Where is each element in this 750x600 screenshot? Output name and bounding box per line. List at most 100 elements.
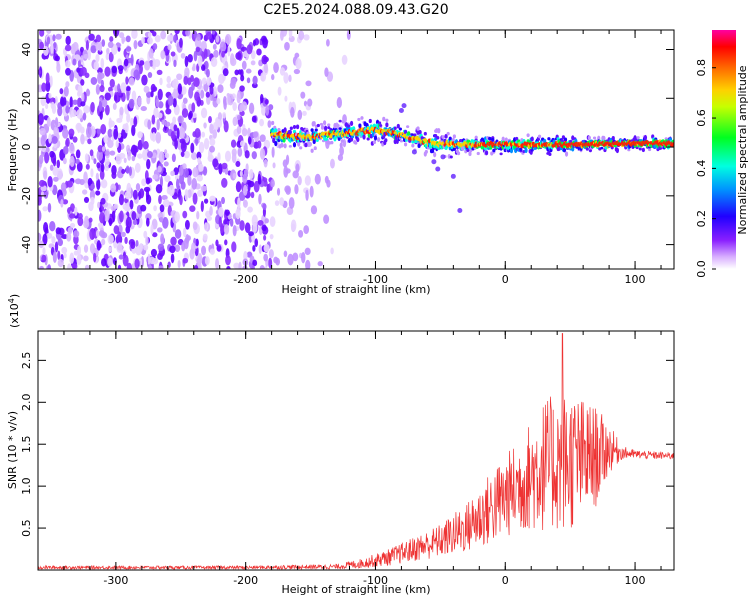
spectrogram-noise-blob <box>62 145 69 155</box>
spectrogram-noise-blob <box>93 61 100 71</box>
spectrogram-signal-blob <box>671 142 674 147</box>
spectrogram-noise-blob <box>82 189 88 195</box>
spectrogram-noise-blob <box>196 174 203 182</box>
spectrogram-noise-blob <box>147 36 153 45</box>
spectrogram-signal-blob <box>588 149 593 153</box>
spectrogram-signal-blob <box>349 120 354 126</box>
spectrogram-noise-blob <box>100 197 106 205</box>
spectrogram-signal-blob <box>474 135 478 140</box>
spectrogram-signal-blob <box>504 137 508 143</box>
spectrogram-noise-blob <box>273 62 279 74</box>
spectrogram-noise-blob <box>183 75 189 85</box>
spectrogram-noise-blob <box>268 249 274 259</box>
spectrogram-noise-blob <box>157 165 162 173</box>
spectrogram-noise-blob <box>305 80 312 87</box>
spectrogram-noise-blob <box>76 254 82 266</box>
spectrogram-noise-blob <box>98 72 105 79</box>
spectrogram-noise-blob <box>153 107 159 119</box>
spectrogram-noise-blob <box>217 84 224 93</box>
spectrogram-noise-blob <box>130 53 134 66</box>
spectrogram-signal-blob <box>319 122 324 126</box>
spectrogram-noise-blob <box>116 242 123 253</box>
spectrogram-noise-blob <box>47 264 52 269</box>
spectrogram-noise-blob <box>77 58 81 69</box>
spectrogram-signal-blob <box>641 147 645 153</box>
spectrogram-noise-blob <box>64 44 72 52</box>
spectrogram-noise-blob <box>250 191 255 199</box>
spectrogram-noise-blob <box>241 127 248 137</box>
spectrogram-noise-blob <box>150 248 158 257</box>
spectrogram-signal-blob <box>330 140 334 145</box>
spectrogram-noise-blob <box>177 259 181 269</box>
spectrogram-noise-blob <box>145 177 151 185</box>
spectrogram-signal-blob <box>292 142 297 148</box>
spectrogram-noise-blob <box>302 110 307 116</box>
spectrogram-noise-blob <box>161 119 167 125</box>
spectrogram-noise-blob <box>119 210 124 223</box>
spectrogram-noise-blob <box>99 169 105 180</box>
spectrogram-x-tick-label: -100 <box>363 273 388 286</box>
spectrogram-noise-blob <box>140 204 147 212</box>
spectrogram-noise-blob <box>259 118 265 127</box>
spectrogram-noise-blob <box>126 113 131 123</box>
spectrogram-noise-blob <box>139 243 143 252</box>
spectrogram-noise-blob <box>162 199 170 208</box>
spectrogram-noise-blob <box>39 265 44 269</box>
spectrogram-noise-blob <box>310 205 318 215</box>
spectrogram-noise-blob <box>234 69 240 76</box>
spectrogram-noise-blob <box>277 86 282 96</box>
spectrogram-noise-blob <box>99 109 103 120</box>
spectrogram-noise-blob <box>65 81 70 88</box>
spectrogram-noise-blob <box>285 187 291 195</box>
spectrogram-noise-blob <box>182 227 187 238</box>
snr-scale-close: ) <box>8 294 21 298</box>
spectrogram-noise-blob <box>42 46 49 57</box>
spectrogram-noise-blob <box>193 31 198 39</box>
spectrogram-noise-blob <box>122 254 129 267</box>
spectrogram-signal-blob <box>411 149 417 155</box>
spectrogram-noise-blob <box>323 214 330 224</box>
spectrogram-signal-blob <box>366 137 370 141</box>
spectrogram-noise-blob <box>232 172 237 179</box>
spectrogram-signal-blob <box>484 150 489 156</box>
spectrogram-noise-blob <box>163 161 169 167</box>
snr-background <box>38 331 674 570</box>
spectrogram-noise-blob <box>290 219 297 232</box>
spectrogram-signal-blob <box>437 128 441 134</box>
spectrogram-noise-blob <box>235 160 241 167</box>
spectrogram-noise-blob <box>179 194 183 206</box>
spectrogram-noise-blob <box>220 223 224 234</box>
spectrogram-noise-blob <box>259 265 265 269</box>
spectrogram-noise-blob <box>93 158 97 165</box>
spectrogram-noise-blob <box>52 166 59 177</box>
spectrogram-signal-blob <box>289 126 293 131</box>
spectrogram-signal-blob <box>433 151 437 158</box>
spectrogram-noise-blob <box>191 178 198 190</box>
spectrogram-signal-blob <box>341 120 345 124</box>
colorbar-tick-label: 0.2 <box>695 210 708 228</box>
spectrogram-noise-blob <box>104 104 110 116</box>
spectrogram-noise-blob <box>252 245 256 252</box>
spectrogram-noise-blob <box>215 258 220 269</box>
spectrogram-noise-blob <box>244 222 251 234</box>
spectrogram-noise-blob <box>84 215 89 226</box>
spectrogram-noise-blob <box>129 199 134 210</box>
spectrogram-noise-blob <box>252 75 258 85</box>
spectrogram-noise-blob <box>90 183 95 190</box>
spectrogram-noise-blob <box>83 244 89 253</box>
spectrogram-x-tick-label: 0 <box>502 273 509 286</box>
spectrogram-noise-blob <box>80 133 85 145</box>
spectrogram-noise-blob <box>202 166 208 176</box>
spectrogram-noise-blob <box>274 200 280 207</box>
spectrogram-noise-blob <box>326 179 331 188</box>
spectrogram-signal-blob <box>292 124 297 129</box>
spectrogram-noise-blob <box>330 247 334 255</box>
spectrogram-noise-blob <box>240 74 245 82</box>
spectrogram-noise-blob <box>98 41 103 52</box>
spectrogram-noise-blob <box>39 127 46 136</box>
spectrogram-noise-blob <box>164 152 170 159</box>
spectrogram-signal-blob <box>647 147 652 152</box>
spectrogram-noise-blob <box>173 59 177 68</box>
spectrogram-signal-blob <box>304 142 308 148</box>
spectrogram-noise-blob <box>160 233 165 245</box>
